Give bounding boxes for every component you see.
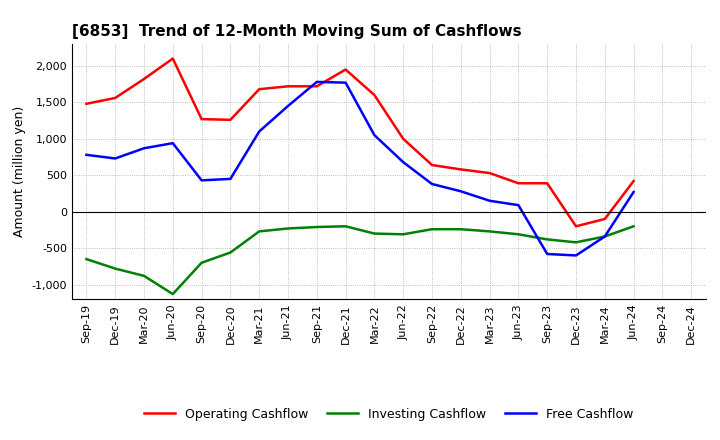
Free Cashflow bbox=[370, 132, 379, 138]
Y-axis label: Amount (million yen): Amount (million yen) bbox=[13, 106, 26, 237]
Investing Cashflow bbox=[572, 240, 580, 245]
Operating Cashflow bbox=[284, 84, 292, 89]
Operating Cashflow bbox=[197, 117, 206, 122]
Operating Cashflow bbox=[456, 167, 465, 172]
Free Cashflow bbox=[255, 129, 264, 134]
Investing Cashflow bbox=[399, 232, 408, 237]
Investing Cashflow bbox=[428, 227, 436, 232]
Operating Cashflow bbox=[428, 162, 436, 168]
Operating Cashflow bbox=[399, 136, 408, 141]
Investing Cashflow bbox=[226, 250, 235, 255]
Investing Cashflow bbox=[82, 257, 91, 262]
Free Cashflow bbox=[543, 251, 552, 257]
Text: [6853]  Trend of 12-Month Moving Sum of Cashflows: [6853] Trend of 12-Month Moving Sum of C… bbox=[72, 24, 521, 39]
Free Cashflow bbox=[82, 152, 91, 158]
Free Cashflow bbox=[485, 198, 494, 203]
Free Cashflow bbox=[226, 176, 235, 182]
Investing Cashflow bbox=[370, 231, 379, 236]
Operating Cashflow bbox=[514, 181, 523, 186]
Free Cashflow bbox=[341, 80, 350, 85]
Investing Cashflow bbox=[312, 224, 321, 230]
Free Cashflow bbox=[399, 159, 408, 165]
Operating Cashflow bbox=[111, 95, 120, 101]
Operating Cashflow bbox=[600, 216, 609, 222]
Investing Cashflow bbox=[197, 260, 206, 265]
Free Cashflow bbox=[140, 146, 148, 151]
Operating Cashflow bbox=[370, 92, 379, 98]
Investing Cashflow bbox=[341, 224, 350, 229]
Free Cashflow bbox=[600, 234, 609, 239]
Investing Cashflow bbox=[111, 266, 120, 271]
Investing Cashflow bbox=[284, 226, 292, 231]
Operating Cashflow bbox=[255, 87, 264, 92]
Operating Cashflow bbox=[629, 179, 638, 184]
Line: Free Cashflow: Free Cashflow bbox=[86, 82, 634, 256]
Free Cashflow bbox=[197, 178, 206, 183]
Operating Cashflow bbox=[82, 101, 91, 106]
Investing Cashflow bbox=[485, 229, 494, 234]
Operating Cashflow bbox=[341, 67, 350, 72]
Investing Cashflow bbox=[456, 227, 465, 232]
Line: Operating Cashflow: Operating Cashflow bbox=[86, 59, 634, 226]
Line: Investing Cashflow: Investing Cashflow bbox=[86, 226, 634, 294]
Investing Cashflow bbox=[543, 237, 552, 242]
Free Cashflow bbox=[572, 253, 580, 258]
Investing Cashflow bbox=[629, 224, 638, 229]
Operating Cashflow bbox=[140, 77, 148, 82]
Free Cashflow bbox=[428, 181, 436, 187]
Free Cashflow bbox=[629, 189, 638, 194]
Operating Cashflow bbox=[485, 170, 494, 176]
Free Cashflow bbox=[456, 189, 465, 194]
Investing Cashflow bbox=[140, 273, 148, 279]
Investing Cashflow bbox=[600, 234, 609, 239]
Operating Cashflow bbox=[543, 181, 552, 186]
Free Cashflow bbox=[284, 103, 292, 109]
Investing Cashflow bbox=[255, 229, 264, 234]
Free Cashflow bbox=[168, 140, 177, 146]
Free Cashflow bbox=[514, 202, 523, 208]
Free Cashflow bbox=[312, 79, 321, 84]
Investing Cashflow bbox=[168, 291, 177, 297]
Legend: Operating Cashflow, Investing Cashflow, Free Cashflow: Operating Cashflow, Investing Cashflow, … bbox=[139, 403, 639, 425]
Operating Cashflow bbox=[572, 224, 580, 229]
Free Cashflow bbox=[111, 156, 120, 161]
Operating Cashflow bbox=[226, 117, 235, 122]
Operating Cashflow bbox=[312, 84, 321, 89]
Investing Cashflow bbox=[514, 232, 523, 237]
Operating Cashflow bbox=[168, 56, 177, 61]
